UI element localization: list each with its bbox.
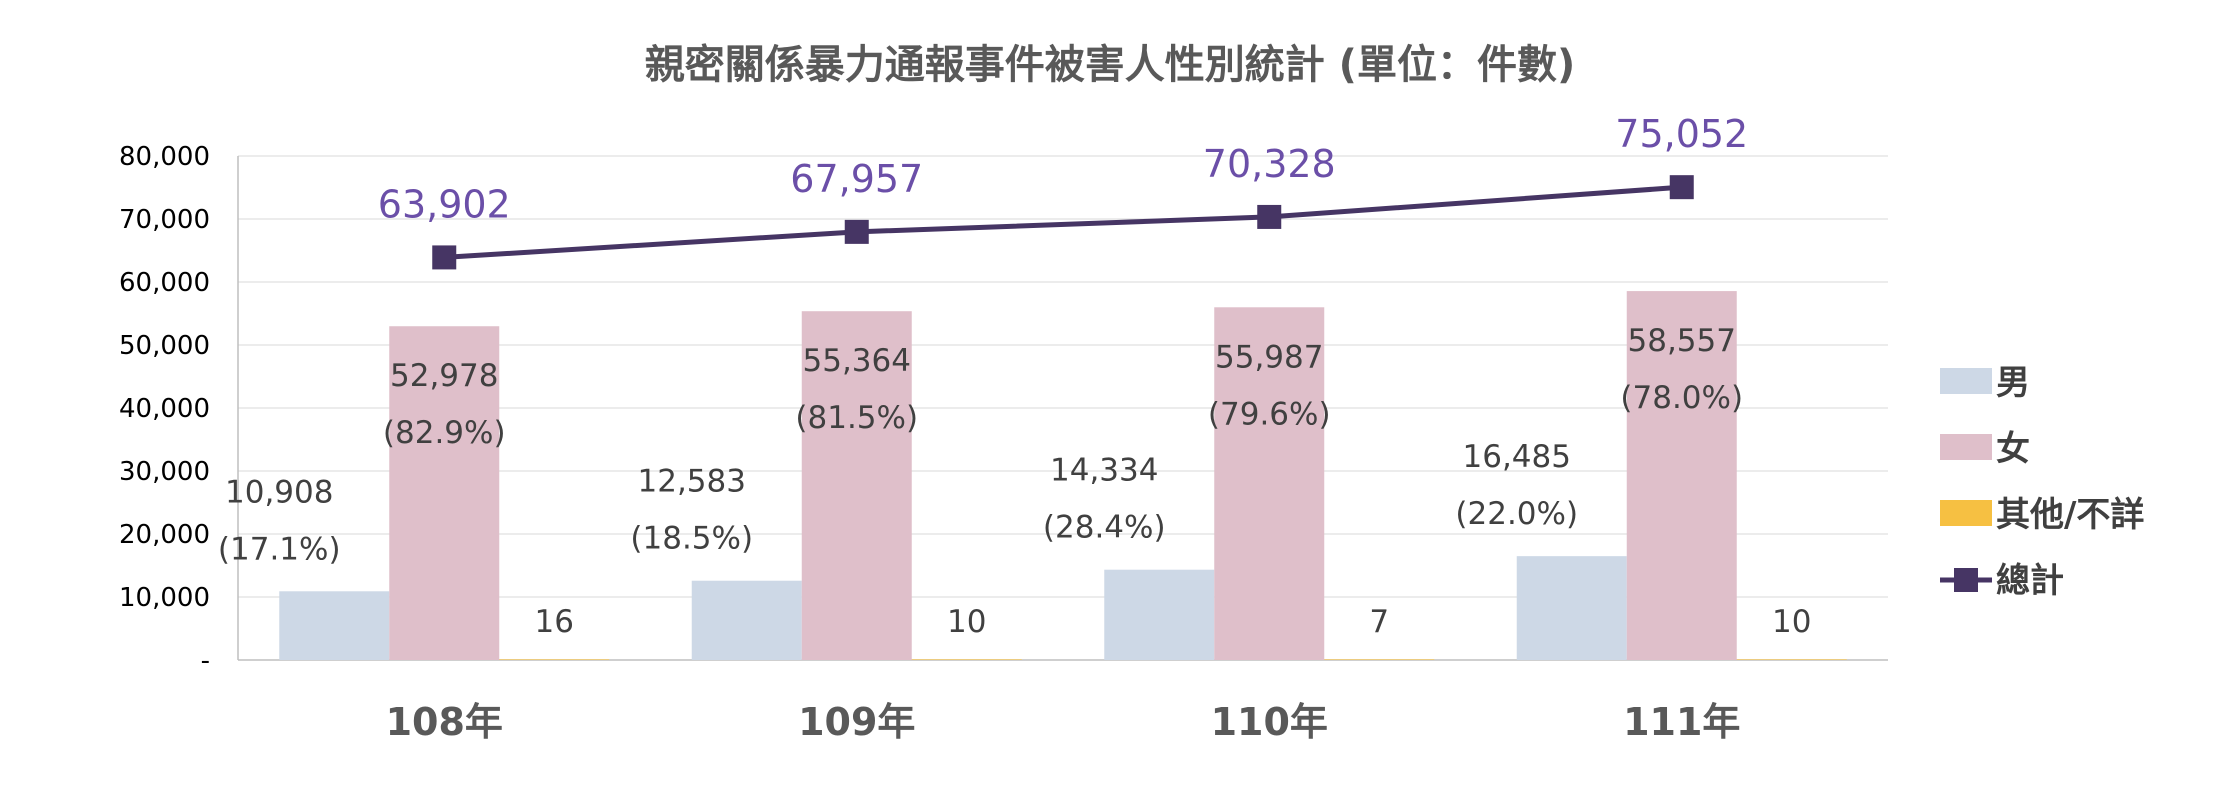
bar-女 bbox=[1214, 307, 1325, 660]
bar-其他/不詳 bbox=[911, 659, 1022, 660]
y-tick-label: 60,000 bbox=[119, 268, 210, 298]
x-tick-label: 108年 bbox=[386, 700, 503, 744]
x-tick-label: 109年 bbox=[798, 700, 915, 744]
data-label-value: 10 bbox=[947, 604, 986, 640]
bar-其他/不詳 bbox=[499, 659, 610, 660]
bar-男 bbox=[1516, 556, 1627, 660]
data-label-percent: (28.4%) bbox=[1043, 510, 1166, 546]
y-axis: - 10,000 20,000 30,000 40,000 50,000 60,000 70,… bbox=[119, 142, 210, 676]
y-tick-label: 30,000 bbox=[119, 457, 210, 487]
data-label-value: 55,987 bbox=[1215, 339, 1323, 375]
y-tick-label: 80,000 bbox=[119, 142, 210, 172]
x-axis: 108年 109年 110年 111年 bbox=[386, 700, 1741, 744]
line-marker bbox=[432, 245, 457, 270]
bars bbox=[279, 291, 1847, 660]
bar-男 bbox=[279, 591, 390, 660]
data-label-total: 75,052 bbox=[1615, 112, 1748, 156]
bar-女 bbox=[389, 326, 500, 660]
data-label-value: 52,978 bbox=[390, 358, 498, 394]
data-label-value: 16,485 bbox=[1463, 439, 1571, 475]
legend-swatch bbox=[1940, 500, 1992, 526]
data-label-value: 14,334 bbox=[1050, 453, 1158, 489]
data-label-value: 12,583 bbox=[638, 464, 746, 500]
data-label-total: 70,328 bbox=[1203, 142, 1336, 186]
total-line bbox=[432, 175, 1694, 270]
data-label-percent: (81.5%) bbox=[795, 400, 918, 436]
data-label-value: 16 bbox=[535, 604, 574, 640]
data-label-percent: (17.1%) bbox=[218, 531, 341, 567]
data-label-value: 10 bbox=[1772, 604, 1811, 640]
data-label-value: 58,557 bbox=[1628, 323, 1736, 359]
legend-swatch bbox=[1940, 434, 1992, 460]
y-tick-label: 20,000 bbox=[119, 520, 210, 550]
bar-女 bbox=[801, 311, 912, 660]
line-marker bbox=[1257, 204, 1282, 229]
data-labels: 10,908 (17.1%) 12,583 (18.5%) 14,334 (28.4%) 1… bbox=[218, 112, 1812, 640]
y-tick-label: 70,000 bbox=[119, 205, 210, 235]
data-label-percent: (22.0%) bbox=[1455, 496, 1578, 532]
legend-label: 男 bbox=[1996, 363, 2030, 403]
data-label-percent: (82.9%) bbox=[383, 415, 506, 451]
x-tick-label: 110年 bbox=[1211, 700, 1328, 744]
y-tick-label: 50,000 bbox=[119, 331, 210, 361]
bar-其他/不詳 bbox=[1736, 659, 1847, 660]
x-tick-label: 111年 bbox=[1623, 700, 1740, 744]
data-label-value: 55,364 bbox=[803, 343, 911, 379]
y-tick-label: 10,000 bbox=[119, 583, 210, 613]
bar-其他/不詳 bbox=[1324, 659, 1435, 660]
legend-swatch bbox=[1940, 368, 1992, 394]
legend-label: 其他/不詳 bbox=[1996, 495, 2144, 535]
line-總計 bbox=[444, 184, 1682, 260]
data-label-total: 67,957 bbox=[790, 157, 923, 201]
legend-label: 女 bbox=[1996, 429, 2030, 469]
line-marker bbox=[1669, 175, 1694, 200]
bar-女 bbox=[1626, 291, 1737, 660]
data-label-value: 10,908 bbox=[225, 474, 333, 510]
y-tick-label: 40,000 bbox=[119, 394, 210, 424]
bar-男 bbox=[691, 580, 802, 660]
y-tick-label: - bbox=[201, 646, 210, 676]
data-label-value: 7 bbox=[1369, 604, 1389, 640]
line-marker bbox=[844, 219, 869, 244]
data-label-percent: (78.0%) bbox=[1620, 380, 1743, 416]
bar-男 bbox=[1104, 569, 1215, 660]
data-label-percent: (18.5%) bbox=[630, 521, 753, 557]
legend-marker bbox=[1954, 568, 1978, 592]
legend-label: 總計 bbox=[1996, 561, 2064, 601]
data-label-percent: (79.6%) bbox=[1208, 396, 1331, 432]
data-label-total: 63,902 bbox=[378, 182, 511, 226]
chart-title: 親密關係暴力通報事件被害人性別統計 (單位：件數) bbox=[645, 42, 1576, 88]
